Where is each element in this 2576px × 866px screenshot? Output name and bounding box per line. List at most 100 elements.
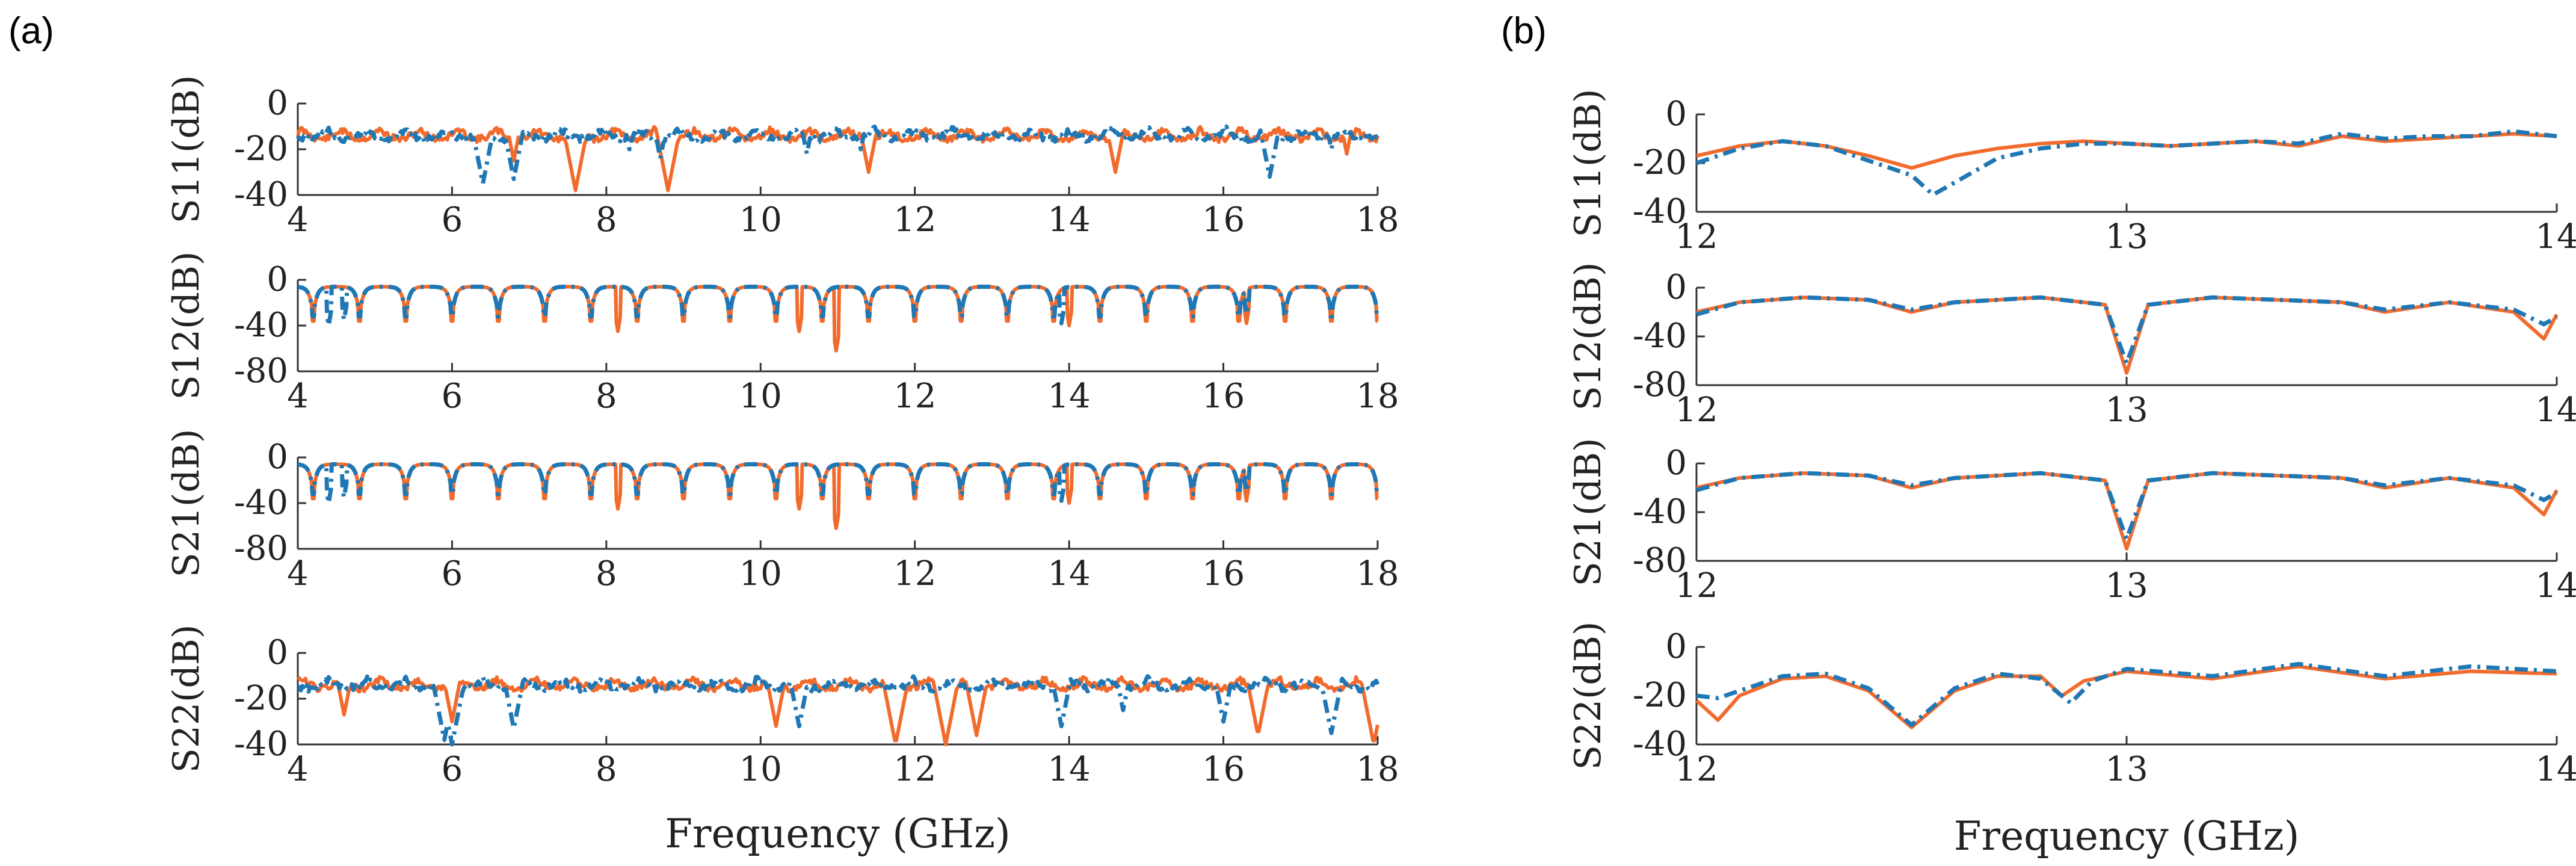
x-axis-label: Frequency (GHz) xyxy=(1954,813,2300,859)
y-tick-label: 0 xyxy=(1665,444,1687,483)
series-line-orange xyxy=(296,125,1379,193)
x-tick-label: 13 xyxy=(2105,391,2148,430)
x-tick-label: 4 xyxy=(287,750,309,789)
x-tick-label: 12 xyxy=(893,377,936,416)
x-tick-label: 18 xyxy=(1356,377,1399,416)
x-tick-label: 14 xyxy=(2535,391,2576,430)
y-tick-label: 0 xyxy=(267,84,288,123)
x-tick-label: 8 xyxy=(596,554,617,593)
x-tick-label: 18 xyxy=(1356,750,1399,789)
y-axis-label: S11(dB) xyxy=(1567,89,1609,238)
y-tick-label: 0 xyxy=(267,633,288,672)
x-tick-label: 16 xyxy=(1202,200,1245,240)
series-line-blue xyxy=(1696,471,2558,541)
x-tick-label: 13 xyxy=(2105,750,2148,789)
x-tick-label: 10 xyxy=(739,750,782,789)
y-tick-label: -40 xyxy=(1633,492,1687,531)
x-tick-label: 12 xyxy=(1675,391,1718,430)
y-tick-label: -80 xyxy=(1633,365,1687,404)
x-tick-label: 14 xyxy=(1048,377,1091,416)
y-tick-label: -20 xyxy=(234,129,288,169)
y-tick-label: -40 xyxy=(1633,192,1687,231)
x-tick-label: 16 xyxy=(1202,750,1245,789)
subplot-s21db: 0 -40 -804 6 8 10 12 14 16 18 S21(dB) xyxy=(165,429,1399,593)
x-tick-label: 14 xyxy=(1048,200,1091,240)
y-tick-label: -80 xyxy=(234,529,288,568)
x-tick-label: 12 xyxy=(1675,750,1718,789)
x-tick-label: 12 xyxy=(893,750,936,789)
y-tick-label: -20 xyxy=(1633,143,1687,182)
x-tick-label: 14 xyxy=(2535,566,2576,605)
y-axis-label: S21(dB) xyxy=(1567,438,1609,587)
y-axis-label: S21(dB) xyxy=(165,429,208,578)
x-tick-label: 4 xyxy=(287,200,309,240)
series-line-orange xyxy=(1695,664,2557,729)
x-tick-label: 12 xyxy=(893,554,936,593)
y-tick-label: -80 xyxy=(234,351,288,391)
x-tick-label: 13 xyxy=(2105,566,2148,605)
series-line-blue xyxy=(296,462,1379,506)
x-tick-label: 14 xyxy=(2535,750,2576,789)
series-line-blue xyxy=(296,284,1379,328)
y-tick-label: 0 xyxy=(1665,627,1687,666)
x-tick-label: 8 xyxy=(596,750,617,789)
y-tick-label: -80 xyxy=(1633,541,1687,580)
x-tick-label: 4 xyxy=(287,554,309,593)
x-tick-label: 6 xyxy=(442,554,463,593)
x-tick-label: 12 xyxy=(1675,566,1718,605)
x-tick-label: 10 xyxy=(739,554,782,593)
x-tick-label: 14 xyxy=(1048,750,1091,789)
y-tick-label: -40 xyxy=(234,483,288,522)
x-tick-label: 13 xyxy=(2105,217,2148,256)
x-axis-label: Frequency (GHz) xyxy=(665,811,1011,857)
y-tick-label: -40 xyxy=(1633,317,1687,356)
series-line-orange xyxy=(297,285,1379,353)
y-tick-label: -40 xyxy=(234,175,288,214)
series-line-blue xyxy=(297,674,1380,747)
x-tick-label: 6 xyxy=(442,377,463,416)
x-tick-label: 10 xyxy=(739,200,782,240)
series-line-orange xyxy=(297,462,1379,530)
x-tick-label: 8 xyxy=(596,377,617,416)
series-line-blue xyxy=(295,124,1380,186)
subplot-s12db: 0 -40 -804 6 8 10 12 14 16 18 S12(dB) xyxy=(165,252,1399,416)
x-tick-label: 14 xyxy=(1048,554,1091,593)
y-axis-label: S11(dB) xyxy=(165,75,208,224)
y-axis-label: S22(dB) xyxy=(165,625,208,773)
x-tick-label: 12 xyxy=(893,200,936,240)
subplot-s22db: 0 -20 -404 6 8 10 12 14 16 18 S22(dB) xyxy=(165,625,1399,789)
x-tick-label: 12 xyxy=(1675,217,1718,256)
x-tick-label: 16 xyxy=(1202,554,1245,593)
subplot-s11db: 0 -20 -404 6 8 10 12 14 16 18 S11(dB) xyxy=(165,75,1399,240)
y-tick-label: -40 xyxy=(1633,725,1687,764)
y-tick-label: -20 xyxy=(1633,676,1687,715)
x-tick-label: 10 xyxy=(739,377,782,416)
series-line-blue xyxy=(1695,129,2557,197)
x-tick-label: 18 xyxy=(1356,554,1399,593)
series-line-blue xyxy=(1696,295,2558,365)
panel-label-a: (a) xyxy=(8,10,54,52)
x-tick-label: 16 xyxy=(1202,377,1245,416)
x-tick-label: 4 xyxy=(287,377,309,416)
y-tick-label: 0 xyxy=(267,438,288,477)
y-tick-label: -40 xyxy=(234,306,288,345)
x-tick-label: 6 xyxy=(442,200,463,240)
x-tick-label: 18 xyxy=(1356,200,1399,240)
y-tick-label: -20 xyxy=(234,679,288,718)
x-tick-label: 8 xyxy=(596,200,617,240)
x-tick-label: 14 xyxy=(2535,217,2576,256)
series-line-orange xyxy=(296,675,1379,746)
y-axis-label: S12(dB) xyxy=(165,252,208,400)
y-axis-label: S22(dB) xyxy=(1567,622,1609,770)
y-tick-label: 0 xyxy=(1665,268,1687,307)
y-tick-label: 0 xyxy=(1665,94,1687,134)
panel-label-b: (b) xyxy=(1501,10,1547,52)
series-line-orange xyxy=(1696,132,2557,170)
y-tick-label: 0 xyxy=(267,260,288,299)
